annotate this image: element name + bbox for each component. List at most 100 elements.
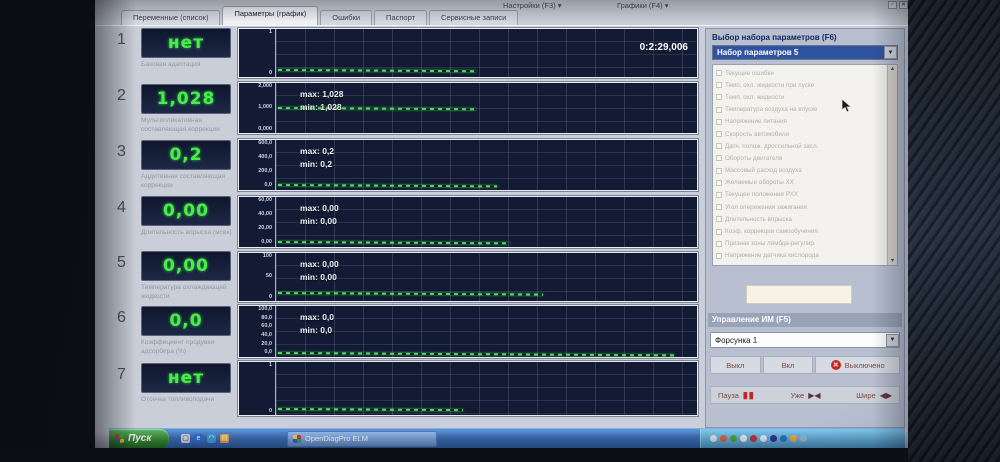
parameter-listbox[interactable]: Текущие ошибки Темп. охл. жидкости при п… — [712, 64, 898, 266]
start-button[interactable]: Пуск — [109, 428, 169, 449]
folder-icon[interactable]: ▤ — [220, 434, 229, 443]
scroll-up-icon[interactable]: ▲ — [889, 66, 896, 72]
tab-service-records[interactable]: Сервисные записи — [429, 10, 519, 25]
app-shortcut-icon[interactable]: ◠ — [207, 434, 216, 443]
list-item[interactable]: Угол опережения зажигания — [716, 201, 885, 213]
actuator-select[interactable]: Форсунка 1 ▼ — [710, 332, 900, 348]
checkbox-icon[interactable] — [716, 143, 722, 150]
param-set-select[interactable]: Набор параметров 5 ▼ — [712, 45, 898, 60]
max-min-readout: max: 1,028 min: 1,028 — [300, 89, 344, 113]
signal-trace — [277, 241, 510, 245]
tab-passport[interactable]: Паспорт — [374, 10, 428, 25]
list-item[interactable]: Текущее положение РХХ — [716, 189, 885, 201]
tab-parameters-graph[interactable]: Параметры (график) — [222, 6, 319, 25]
list-item[interactable]: Массовый расход воздуха — [716, 165, 885, 177]
checkbox-icon[interactable] — [716, 216, 722, 223]
list-item[interactable]: Напряжение датчика кислорода — [716, 250, 885, 262]
checkbox-icon[interactable] — [716, 155, 722, 162]
scrollbar[interactable]: ▲ ▼ — [887, 65, 897, 265]
list-item[interactable]: Коэф. коррекции самообучения — [716, 225, 885, 237]
checkbox-icon[interactable] — [716, 82, 722, 89]
list-item[interactable]: Темп. охл. жидкости при пуске — [716, 79, 885, 91]
tray-icon[interactable] — [790, 435, 797, 442]
y-axis: 100,0 80,0 60,0 40,0 20,0 0,0 — [258, 306, 272, 356]
chevron-down-icon[interactable]: ▼ — [884, 46, 897, 59]
tray-icon[interactable] — [710, 435, 717, 442]
lcd-value-display: нет — [141, 28, 231, 58]
pause-button[interactable]: Пауза ▮▮ — [718, 389, 755, 400]
list-item[interactable]: Обороты двигателя — [716, 152, 885, 164]
off-state-icon: ✕ — [830, 360, 841, 370]
checkbox-icon[interactable] — [716, 240, 722, 247]
taskbar-app-button[interactable]: OpenDiagPro ELM — [287, 430, 437, 447]
signal-trace — [277, 184, 497, 188]
plot-area: max: 0,00 min: 0,00 — [275, 253, 697, 301]
list-item[interactable]: Признак зоны лямбда-регулир. — [716, 238, 885, 250]
graph-strip-3: 600,0 400,0 200,0 0,0 max: 0,2 min: 0,2 — [238, 139, 698, 191]
checkbox-icon[interactable] — [716, 204, 722, 211]
checkbox-icon[interactable] — [716, 106, 722, 113]
list-item[interactable]: Темп. охл. жидкости — [716, 91, 885, 103]
menu-settings-f3[interactable]: Настройки (F3) ▾ — [503, 1, 562, 10]
wide-icon: ◀▶ — [879, 390, 892, 400]
scroll-down-icon[interactable]: ▼ — [889, 258, 896, 264]
tray-icon[interactable] — [720, 435, 727, 442]
checkbox-icon[interactable] — [716, 131, 722, 138]
browser-icon[interactable]: e — [194, 434, 203, 443]
plot-area: max: 1,028 min: 1,028 — [275, 83, 697, 133]
narrower-button[interactable]: Уже ▶◀ — [790, 390, 821, 400]
plot-area — [275, 362, 697, 415]
list-item[interactable]: Напряжение питания — [716, 116, 885, 128]
restore-window-icon[interactable]: ▫ — [888, 1, 897, 9]
checkbox-icon[interactable] — [716, 167, 722, 174]
tray-icon[interactable] — [780, 435, 787, 442]
app-icon — [293, 434, 301, 443]
y-axis: 600,0 400,0 200,0 0,0 — [258, 140, 272, 189]
pause-icon: ▮▮ — [742, 389, 755, 400]
list-item[interactable]: Температура воздуха на впуске — [716, 104, 885, 116]
signal-trace — [277, 408, 464, 412]
graph-strip-4: 60,00 40,00 20,00 0,00 max: 0,00 min: 0,00 — [238, 196, 698, 248]
time-cursor-label: 0:2:29,006 — [639, 42, 688, 53]
tray-icon[interactable] — [770, 435, 777, 442]
list-item[interactable]: Текущие ошибки — [716, 67, 885, 79]
off-button[interactable]: Выкл — [710, 356, 761, 374]
graph-strip-5: 100 50 0 max: 0,00 min: 0,00 — [238, 252, 698, 302]
lcd-value-display: 0,2 — [141, 140, 231, 170]
list-item[interactable]: Длительность впрыска — [716, 213, 885, 225]
show-desktop-icon[interactable]: ▢ — [181, 434, 190, 443]
checkbox-icon[interactable] — [716, 228, 722, 235]
list-item[interactable]: Желаемые обороты ХХ — [716, 177, 885, 189]
wider-button[interactable]: Шире ◀▶ — [856, 390, 892, 400]
menu-graphs-f4[interactable]: Графики (F4) ▾ — [617, 1, 669, 10]
tray-icon[interactable] — [760, 435, 767, 442]
tray-icon[interactable] — [800, 435, 807, 442]
tray-icon[interactable] — [730, 435, 737, 442]
param-label: Длительность впрыска (мсек) — [141, 229, 232, 236]
checkbox-icon[interactable] — [716, 179, 722, 186]
checkbox-icon[interactable] — [716, 252, 722, 259]
list-item[interactable]: Скорость автомобиля — [716, 128, 885, 140]
list-item[interactable]: Датч. полож. дроссельной засл. — [716, 140, 885, 152]
checkbox-icon[interactable] — [716, 70, 722, 77]
checkbox-icon[interactable] — [716, 94, 722, 101]
param-number: 2 — [117, 87, 126, 104]
laptop-screen: Переменные (список) Параметры (график) О… — [95, 0, 913, 449]
state-indicator: ✕ Выключено — [815, 356, 901, 374]
tab-variables-list[interactable]: Переменные (список) — [121, 10, 221, 25]
chevron-down-icon[interactable]: ▼ — [886, 333, 899, 347]
max-min-readout: max: 0,00 min: 0,00 — [300, 259, 339, 283]
y-axis: 100 50 0 — [262, 253, 272, 300]
param-set-selected-value: Набор параметров 5 — [717, 48, 799, 57]
param-label: Отсечка топливоподачи — [141, 396, 215, 403]
tray-icon[interactable] — [740, 435, 747, 442]
checkbox-icon[interactable] — [716, 118, 722, 125]
on-button[interactable]: Вкл — [762, 356, 814, 374]
tab-errors[interactable]: Ошибки — [320, 10, 373, 25]
tray-icon[interactable] — [750, 435, 757, 442]
checkbox-icon[interactable] — [716, 191, 722, 198]
disabled-button[interactable] — [746, 285, 852, 304]
close-window-icon[interactable]: ✕ — [899, 1, 908, 9]
